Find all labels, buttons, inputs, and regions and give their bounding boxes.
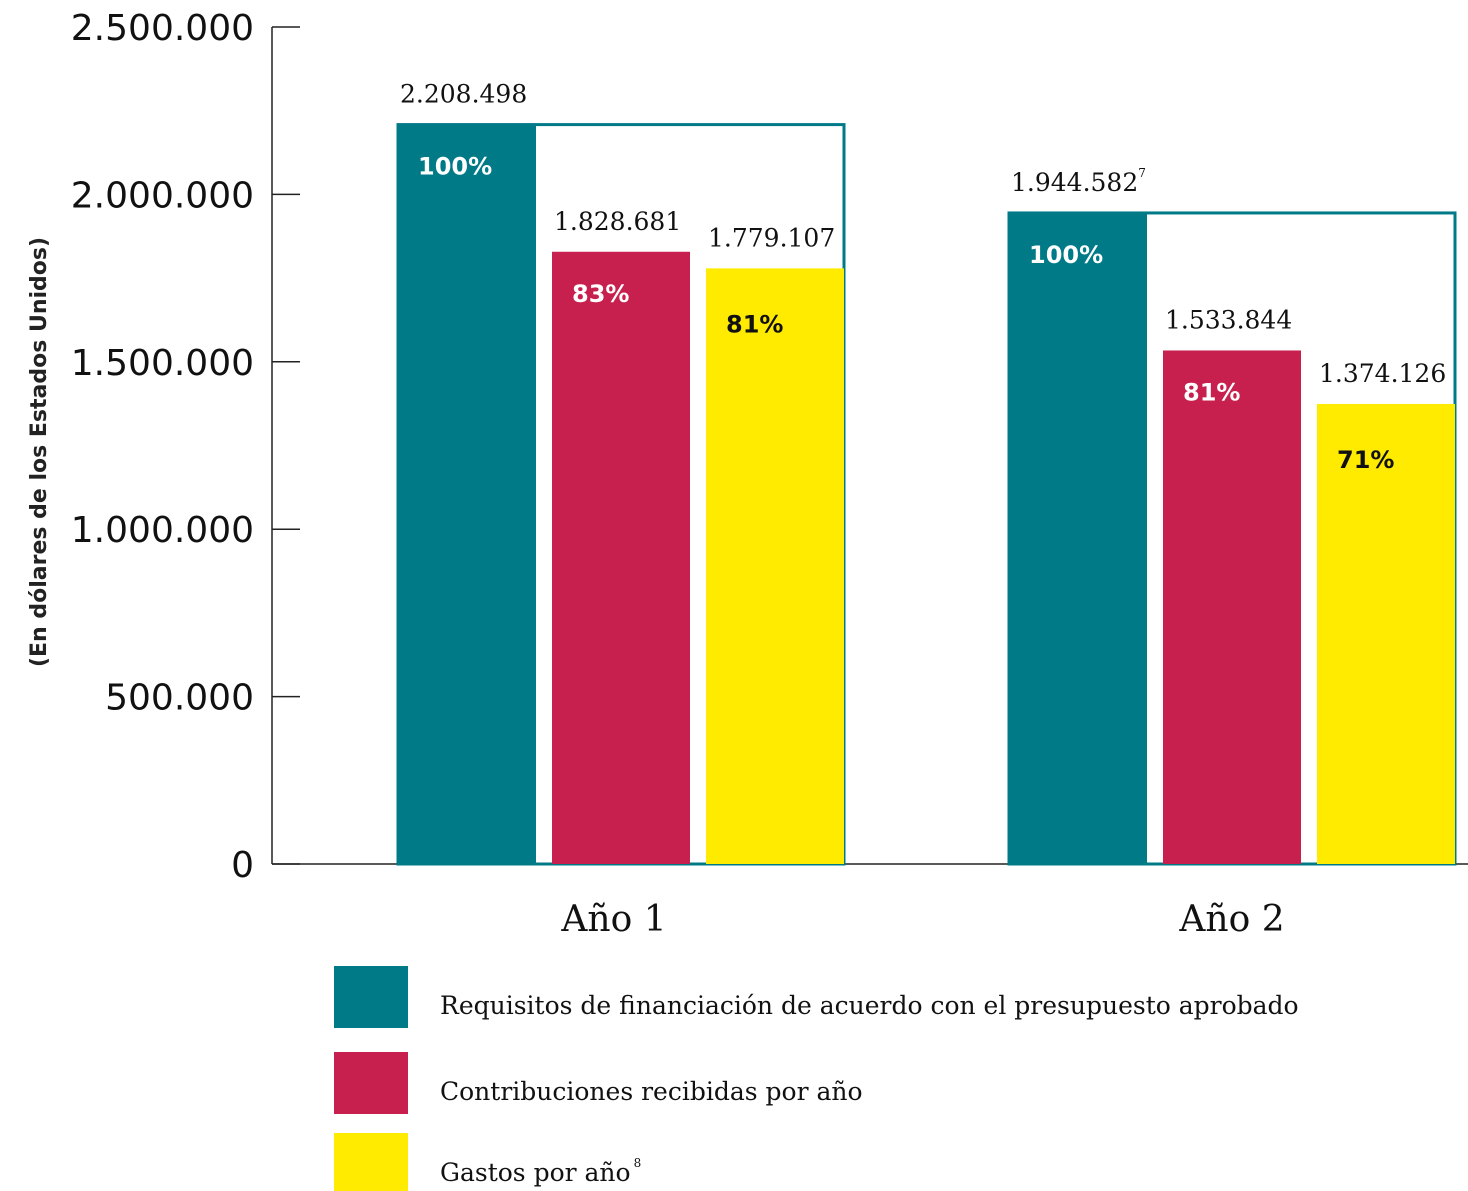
data-label: 1.533.844 (1165, 305, 1292, 334)
legend-swatch (334, 1052, 408, 1114)
legend-label-text: Requisitos de financiación de acuerdo co… (440, 991, 1299, 1020)
percent-label: 81% (726, 310, 783, 338)
data-label-value: 1.779.107 (708, 223, 835, 252)
bar (1009, 212, 1147, 864)
data-label-value: 2.208.498 (400, 80, 527, 109)
y-tick-label: 2.000.000 (71, 175, 254, 216)
percent-label: 100% (418, 153, 492, 181)
bar (552, 251, 690, 865)
y-axis-title: (En dólares de los Estados Unidos) (27, 237, 52, 667)
data-label: 1.374.126 (1319, 359, 1446, 388)
legend-item: Gastos por año 8 (334, 1133, 641, 1191)
percent-label: 100% (1029, 241, 1103, 269)
legend-item: Requisitos de financiación de acuerdo co… (334, 966, 1299, 1028)
bar (1317, 403, 1455, 864)
x-axis-categories: Año 1 Año 2 (560, 899, 1284, 940)
bar-group: 2.208.498 100% 1.828.681 83% 1.779.107 81% (396, 80, 846, 866)
legend-label-text: Contribuciones recibidas por año (440, 1077, 863, 1106)
data-label: 1.779.107 (708, 223, 835, 252)
footnote-marker: 7 (1138, 166, 1146, 180)
y-tick-label: 500.000 (105, 678, 254, 719)
data-label: 2.208.498 (400, 80, 527, 109)
footnote-marker: 8 (634, 1156, 642, 1170)
x-tick-label: Año 2 (1178, 899, 1284, 940)
legend-swatch (334, 966, 408, 1028)
bar (398, 124, 536, 865)
y-tick-label: 1.500.000 (71, 343, 254, 384)
y-axis: 0 500.000 1.000.000 1.500.000 2.000.000 2.500… (71, 8, 1468, 886)
data-label-value: 1.533.844 (1165, 305, 1292, 334)
percent-label: 81% (1183, 378, 1240, 406)
y-axis-title-group: (En dólares de los Estados Unidos) (27, 237, 52, 667)
legend-label: Contribuciones recibidas por año (440, 1077, 863, 1106)
data-label-value: 1.828.681 (554, 207, 681, 236)
bars: 2.208.498100%1.828.68183%1.779.10781%1.9… (396, 80, 1457, 866)
percent-label: 71% (1337, 446, 1394, 474)
legend-label: Requisitos de financiación de acuerdo co… (440, 991, 1299, 1020)
data-label-value: 1.374.126 (1319, 359, 1446, 388)
y-tick-label: 0 (231, 845, 254, 886)
data-label: 1.944.5827 (1011, 166, 1146, 197)
bar-group: 1.944.5827 100% 1.533.844 81% 1.374.126 71% (1007, 166, 1457, 866)
bar (1163, 350, 1301, 865)
legend-label-text: Gastos por año (440, 1158, 631, 1187)
percent-label: 83% (572, 280, 629, 308)
legend-swatch (334, 1133, 408, 1191)
y-tick-label: 2.500.000 (71, 8, 254, 49)
legend-label: Gastos por año 8 (440, 1156, 641, 1187)
y-tick-label: 1.000.000 (71, 510, 254, 551)
bar (706, 268, 844, 864)
data-label: 1.828.681 (554, 207, 681, 236)
legend-item: Contribuciones recibidas por año (334, 1052, 863, 1114)
x-tick-label: Año 1 (560, 899, 666, 940)
data-label-value: 1.944.582 (1011, 168, 1138, 197)
legend: Requisitos de financiación de acuerdo co… (334, 966, 1299, 1191)
